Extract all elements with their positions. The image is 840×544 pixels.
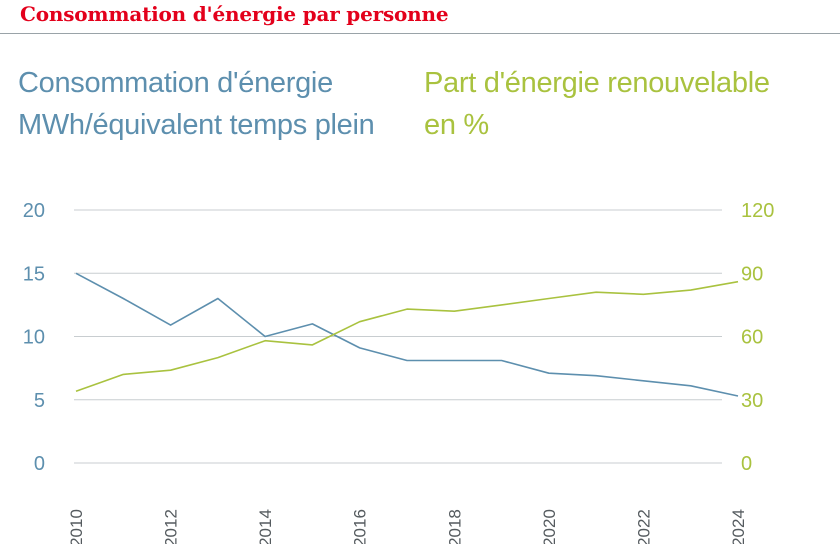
legend-left-line2: MWh/équivalent temps plein — [18, 109, 375, 141]
x-tick-label: 2016 — [351, 509, 370, 544]
legend-right-series: Part d'énergie renouvelable en % — [424, 62, 770, 146]
y-left-tick-label: 0 — [34, 453, 45, 475]
x-tick-label: 2012 — [162, 509, 181, 544]
x-tick-label: 2024 — [729, 509, 748, 544]
y-left-tick-label: 5 — [34, 390, 45, 412]
x-tick-label: 2014 — [256, 509, 275, 544]
series-line-energy-consumption — [75, 272, 739, 397]
x-tick-label: 2020 — [540, 509, 559, 544]
legend-right-line2: en % — [424, 109, 489, 141]
y-left-tick-label: 10 — [23, 327, 45, 349]
y-right-tick-label: 120 — [741, 200, 774, 222]
legend-right-line1: Part d'énergie renouvelable — [424, 67, 770, 99]
y-left-tick-label: 15 — [23, 263, 45, 285]
y-right-tick-label: 0 — [741, 453, 752, 475]
legend-left-line1: Consommation d'énergie — [18, 67, 333, 99]
y-right-tick-label: 30 — [741, 390, 763, 412]
x-tick-label: 2010 — [67, 509, 86, 544]
title-divider — [0, 33, 840, 34]
x-tick-label: 2022 — [634, 509, 653, 544]
y-right-tick-label: 60 — [741, 327, 763, 349]
y-right-tick-label: 90 — [741, 263, 763, 285]
x-tick-label: 2018 — [445, 509, 464, 544]
legend-left-series: Consommation d'énergie MWh/équivalent te… — [18, 62, 375, 146]
page-title: Consommation d'énergie par personne — [20, 2, 449, 26]
y-left-tick-label: 20 — [23, 200, 45, 222]
